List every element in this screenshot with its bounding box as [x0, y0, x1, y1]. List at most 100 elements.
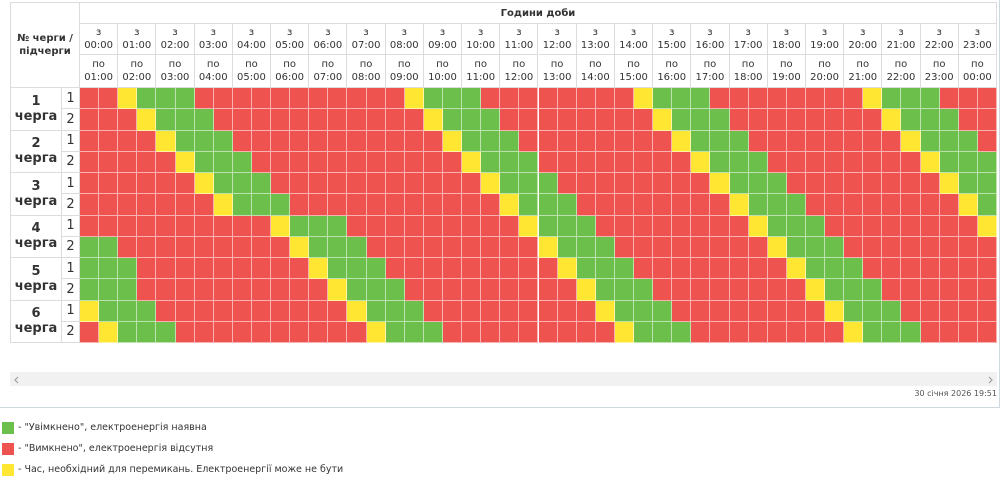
schedule-cell: [423, 236, 443, 258]
schedule-cell: [385, 109, 405, 131]
schedule-cell: [99, 215, 119, 237]
schedule-cell: [366, 215, 386, 237]
schedule-cell: [328, 151, 348, 173]
schedule-cell: [213, 279, 233, 301]
schedule-cell: [404, 279, 424, 301]
schedule-cell: [271, 321, 291, 343]
schedule-cell: [729, 173, 749, 195]
schedule-cell: [80, 109, 100, 131]
schedule-cell: [194, 173, 214, 195]
schedule-cell: [137, 279, 157, 301]
schedule-cell: [977, 109, 997, 131]
schedule-cell: [805, 194, 826, 216]
schedule-cell: [442, 258, 463, 280]
schedule-cell: [691, 88, 711, 110]
schedule-cell: [232, 151, 252, 173]
schedule-cell: [251, 88, 272, 110]
schedule-cell: [576, 321, 596, 343]
hour-to: по 02:00: [118, 55, 157, 88]
schedule-cell: [939, 194, 959, 216]
hour-from-time: 13:00: [580, 40, 610, 51]
schedule-cell: [99, 258, 119, 280]
hours-title: Години доби: [80, 2, 997, 24]
hour-to: по 00:00: [958, 55, 997, 88]
hour-from: з 01:00: [118, 24, 157, 55]
schedule-cell: [271, 194, 291, 216]
schedule-cell: [156, 88, 176, 110]
hour-from: з 12:00: [538, 24, 577, 55]
schedule-cell: [710, 173, 730, 195]
schedule-cell: [519, 194, 539, 216]
subqueue-label: 1: [62, 258, 80, 280]
schedule-cell: [423, 109, 443, 131]
to-prefix: по: [894, 59, 908, 70]
schedule-cell: [786, 236, 806, 258]
schedule-cell: [767, 300, 787, 322]
schedule-cell: [729, 88, 749, 110]
schedule-cell: [882, 321, 902, 343]
schedule-cell: [748, 88, 768, 110]
hour-to: по 23:00: [920, 55, 959, 88]
schedule-cell: [672, 88, 692, 110]
schedule-cell: [404, 130, 424, 152]
scrollbar[interactable]: [10, 372, 997, 386]
hour-from-time: 21:00: [886, 40, 916, 51]
schedule-cell: [232, 173, 252, 195]
hour-to: по 13:00: [538, 55, 577, 88]
schedule-cell: [863, 321, 883, 343]
schedule-cell: [805, 279, 826, 301]
schedule-cell: [977, 130, 997, 152]
schedule-cell: [251, 215, 272, 237]
schedule-cell: [538, 236, 558, 258]
schedule-cell: [614, 130, 634, 152]
to-prefix: по: [321, 59, 335, 70]
schedule-cell: [442, 215, 463, 237]
hour-to-time: 20:00: [810, 72, 839, 83]
schedule-cell: [251, 130, 272, 152]
schedule-cell: [328, 258, 348, 280]
schedule-cell: [920, 194, 940, 216]
schedule-cell: [748, 258, 768, 280]
schedule-cell: [118, 236, 138, 258]
schedule-cell: [251, 321, 272, 343]
schedule-cell: [958, 279, 978, 301]
schedule-cell: [328, 300, 348, 322]
schedule-cell: [213, 130, 233, 152]
schedule-cell: [519, 151, 539, 173]
to-prefix: по: [206, 59, 220, 70]
subqueue-label: 2: [62, 321, 80, 343]
schedule-cell: [844, 173, 864, 195]
schedule-cell: [729, 194, 749, 216]
schedule-cell: [958, 151, 978, 173]
schedule-cell: [653, 258, 673, 280]
schedule-cell: [634, 130, 654, 152]
queue-word: черга: [14, 151, 58, 167]
schedule-cell: [939, 236, 959, 258]
schedule-cell: [614, 109, 634, 131]
schedule-cell: [481, 300, 501, 322]
schedule-cell: [80, 300, 100, 322]
schedule-cell: [232, 130, 252, 152]
hour-to-time: 09:00: [389, 72, 419, 83]
schedule-cell: [920, 279, 940, 301]
schedule-cell: [404, 215, 424, 237]
schedule-cell: [939, 109, 959, 131]
schedule-cell: [634, 279, 654, 301]
schedule-cell: [500, 194, 520, 216]
schedule-cell: [194, 88, 214, 110]
schedule-cell: [481, 173, 501, 195]
from-prefix: з: [363, 27, 369, 38]
schedule-cell: [423, 215, 443, 237]
schedule-cell: [232, 109, 252, 131]
schedule-cell: [614, 236, 634, 258]
schedule-cell: [729, 215, 749, 237]
hour-to: по 19:00: [767, 55, 806, 88]
schedule-cell: [653, 321, 673, 343]
hour-from: з 11:00: [500, 24, 539, 55]
schedule-cell: [977, 194, 997, 216]
schedule-cell: [137, 151, 157, 173]
hour-from: з 02:00: [156, 24, 195, 55]
schedule-cell: [958, 109, 978, 131]
schedule-cell: [194, 300, 214, 322]
schedule-cell: [614, 258, 634, 280]
